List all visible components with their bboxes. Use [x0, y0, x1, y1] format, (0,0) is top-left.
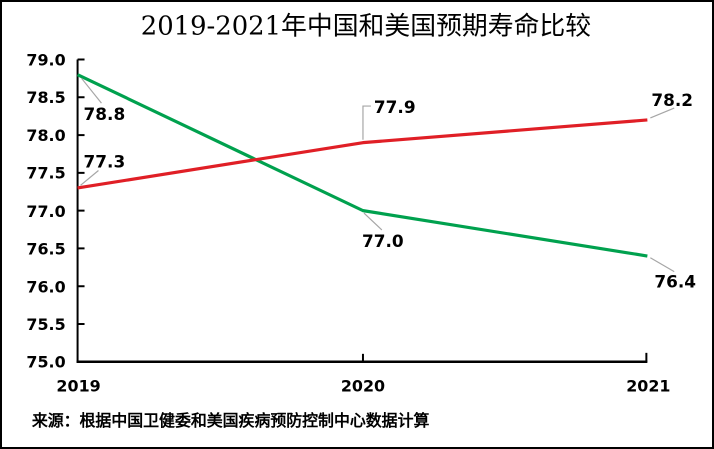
y-tick-label: 75.5 [26, 315, 65, 334]
leader-77.3 [80, 170, 99, 186]
series-line-green [76, 73, 648, 258]
data-label-green-2019: 78.8 [84, 104, 126, 124]
y-tick-label: 78.0 [26, 126, 65, 145]
x-tick-label: 2021 [626, 377, 670, 396]
x-tick-label: 2019 [56, 377, 100, 396]
data-label-green-2021: 76.4 [654, 271, 696, 291]
y-tick-label: 76.0 [26, 277, 65, 296]
leader-78.2 [650, 107, 675, 119]
source-note: 来源：根据中国卫健委和美国疾病预防控制中心数据计算 [31, 411, 430, 430]
y-tick-label: 78.5 [26, 88, 65, 107]
x-axis: 2019 2020 2021 [56, 352, 670, 396]
y-tick-label: 77.0 [26, 202, 65, 221]
series-line-red [77, 118, 648, 190]
leader-78.8 [81, 77, 102, 104]
y-tick-label: 75.0 [26, 353, 65, 372]
leader-77.9 [362, 105, 371, 140]
x-tick-label: 2020 [341, 377, 385, 396]
data-label-red-2020: 77.9 [374, 97, 416, 117]
data-labels: 78.8 77.3 77.9 77.0 78.2 76.4 [84, 90, 696, 291]
y-tick-label: 79.0 [26, 50, 65, 69]
data-label-red-2019: 77.3 [84, 152, 126, 172]
y-tick-label: 77.5 [26, 163, 65, 182]
leader-76.4 [650, 257, 675, 273]
y-axis: 79.0 78.5 78.0 77.5 77.0 76.5 76.0 75.5 … [26, 50, 85, 372]
data-label-green-2020: 77.0 [362, 231, 404, 251]
chart-title: 2019-2021年中国和美国预期寿命比较 [141, 12, 591, 42]
y-tick-label: 76.5 [26, 240, 65, 259]
data-label-red-2021: 78.2 [651, 90, 693, 110]
label-leader-lines [80, 77, 675, 273]
leader-77.0 [363, 212, 383, 231]
